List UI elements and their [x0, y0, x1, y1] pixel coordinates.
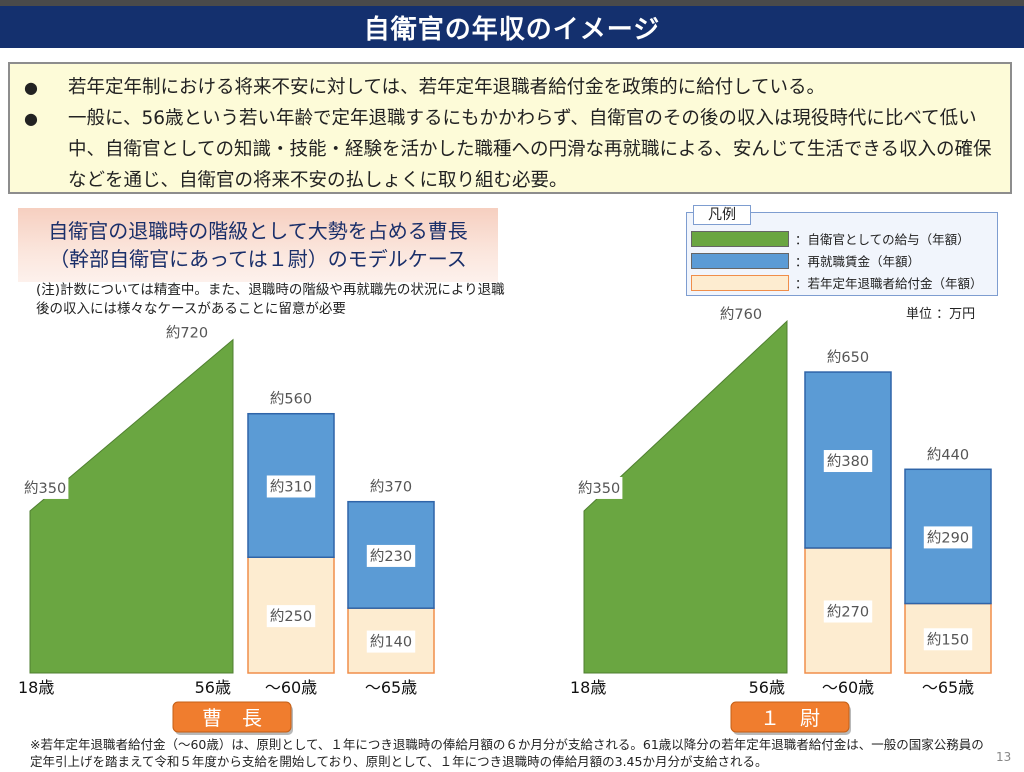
chart1-rank-label: 曹 長 [202, 706, 262, 730]
chart1-period2-reemploy-label-bg [366, 544, 416, 567]
chart2-period2-reemploy-label: 約290 [927, 529, 969, 546]
legend-title: 凡例 [693, 205, 751, 225]
chart1-salary-area [29, 338, 234, 674]
chart1-salary-start-label: 約350 [24, 480, 66, 497]
bullet-mark: ● [24, 109, 38, 128]
chart2-period2-total-label: 約440 [927, 446, 969, 463]
footnote: ※若年定年退職者給付金（～60歳）は、原則として、１年につき退職時の俸給月額の６… [30, 737, 984, 769]
chart1-rank-badge [172, 701, 292, 733]
model-case-line2: （幹部自衛官にあっては１尉）のモデルケース [49, 247, 467, 271]
legend-item-salary: ：自衛官としての給与（年額） [691, 229, 970, 248]
chart1-period2-age-label: ～65歳 [365, 678, 417, 697]
chart1-period1-benefit-label-bg [266, 605, 316, 628]
intro-bullet-1-text: 若年定年制における将来不安に対しては、若年定年退職者給付金を政策的に給付している… [68, 77, 826, 98]
chart1-period2-reemploy-label: 約230 [370, 548, 412, 565]
intro-bullet-2: ● 一般に、56歳という若い年齢で定年退職するにもかかわらず、自衛官のその後の収… [24, 103, 998, 196]
model-case-line1: 自衛官の退職時の階級として大勢を占める曹長 [48, 219, 468, 243]
chart2-salary-end-label: 約760 [720, 306, 762, 323]
chart2-age-start: 18歳 [570, 678, 606, 697]
chart1-period1-reemploy-label: 約310 [270, 478, 312, 495]
chart1-period2-total-label: 約370 [370, 479, 412, 496]
legend-item-reemploy: ：再就職賃金（年額） [691, 251, 920, 270]
chart2-period1-total-label: 約650 [827, 349, 869, 366]
chart2-age-end: 56歳 [749, 678, 785, 697]
chart1-period1-benefit-label: 約250 [270, 608, 312, 625]
chart2-salary-start-label: 約350 [578, 480, 620, 497]
chart2-period1-reemploy-label-bg [823, 450, 873, 473]
page-title: 自衛官の年収のイメージ [0, 6, 1024, 48]
chart1-period1-reemploy-label-bg [266, 475, 316, 498]
chart2-salary-area [583, 319, 788, 674]
bullet-mark: ● [24, 78, 38, 97]
chart2-salary-start-label-bg [574, 476, 623, 499]
intro-bullet-1: ● 若年定年制における将来不安に対しては、若年定年退職者給付金を政策的に給付して… [24, 72, 998, 103]
chart2-rank-label: １ 尉 [760, 706, 820, 730]
intro-bullet-2-text: 一般に、56歳という若い年齢で定年退職するにもかかわらず、自衛官のその後の収入は… [68, 108, 992, 191]
chart1-period1-total-label: 約560 [270, 391, 312, 408]
legend-item-benefit: ：若年定年退職者給付金（年額） [691, 273, 983, 292]
chart2-period2-age-label: ～65歳 [922, 678, 974, 697]
legend: 凡例 ：自衛官としての給与（年額） ：再就職賃金（年額） ：若年定年退職者給付金… [686, 205, 998, 296]
legend-swatch-benefit [691, 274, 789, 291]
legend-swatch-reemploy [691, 252, 789, 269]
page-number: 13 [996, 750, 1012, 764]
chart2-period1-benefit-label: 約270 [827, 603, 869, 620]
chart2-period2-reemploy-label-bg [923, 526, 973, 549]
chart1-age-start: 18歳 [18, 678, 54, 697]
top-border [0, 0, 1024, 6]
chart1-period2-benefit-label: 約140 [370, 634, 412, 651]
legend-label-reemploy: ：再就職賃金（年額） [795, 254, 921, 269]
chart2-rank-badge [730, 701, 850, 733]
legend-label-benefit: ：若年定年退職者給付金（年額） [795, 276, 983, 291]
chart2-period1-benefit-label-bg [823, 600, 873, 623]
chart1-salary-end-label: 約720 [166, 325, 208, 342]
unit-label: 単位 ：万円 [906, 307, 976, 322]
chart1-age-end: 56歳 [195, 678, 231, 697]
legend-swatch-salary [691, 230, 789, 247]
chart1-period1-age-label: ～60歳 [265, 678, 317, 697]
chart1-period2-benefit-label-bg [366, 630, 416, 653]
chart1-salary-start-label-bg [20, 476, 69, 499]
chart2-period2-benefit-label: 約150 [927, 631, 969, 648]
chart2-period2-benefit-label-bg [923, 628, 973, 651]
note-text: (注)計数については精査中。また、退職時の階級や再就職先の状況により退職後の収入… [36, 282, 505, 317]
legend-label-salary: ：自衛官としての給与（年額） [795, 232, 970, 247]
model-case-box: 自衛官の退職時の階級として大勢を占める曹長 （幹部自衛官にあっては１尉）のモデル… [18, 208, 498, 282]
chart2-period1-reemploy-label: 約380 [827, 453, 869, 470]
chart2-period1-age-label: ～60歳 [822, 678, 874, 697]
intro-box: ● 若年定年制における将来不安に対しては、若年定年退職者給付金を政策的に給付して… [8, 62, 1012, 194]
